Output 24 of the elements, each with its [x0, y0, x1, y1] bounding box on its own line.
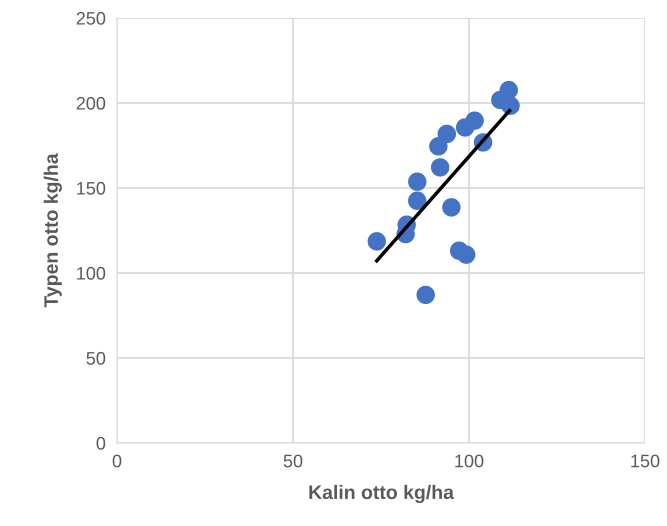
y-tick-label: 150: [77, 182, 106, 195]
point: [456, 245, 476, 264]
y-tick-label: 250: [76, 12, 106, 25]
x-tick-label: 100: [455, 454, 484, 468]
point: [442, 198, 461, 217]
x-tick-label: 150: [631, 454, 660, 468]
y-tick-label: 200: [76, 96, 106, 110]
y-tick-label: 0: [96, 436, 106, 450]
x-tick-label: 0: [112, 454, 122, 468]
x-axis-title: Kalin otto kg/ha: [309, 484, 454, 504]
point: [430, 158, 450, 177]
point: [465, 111, 484, 130]
x-tick-label: 50: [284, 454, 302, 468]
y-tick-label: 100: [77, 266, 106, 280]
y-axis-title: Typen otto kg/ha: [44, 153, 62, 308]
point: [438, 124, 456, 144]
point: [416, 286, 435, 304]
point: [429, 137, 448, 156]
point: [408, 192, 426, 210]
point: [500, 80, 518, 100]
point: [501, 96, 520, 115]
point: [408, 172, 426, 191]
y-tick-label: 50: [86, 352, 106, 365]
point: [368, 232, 386, 251]
